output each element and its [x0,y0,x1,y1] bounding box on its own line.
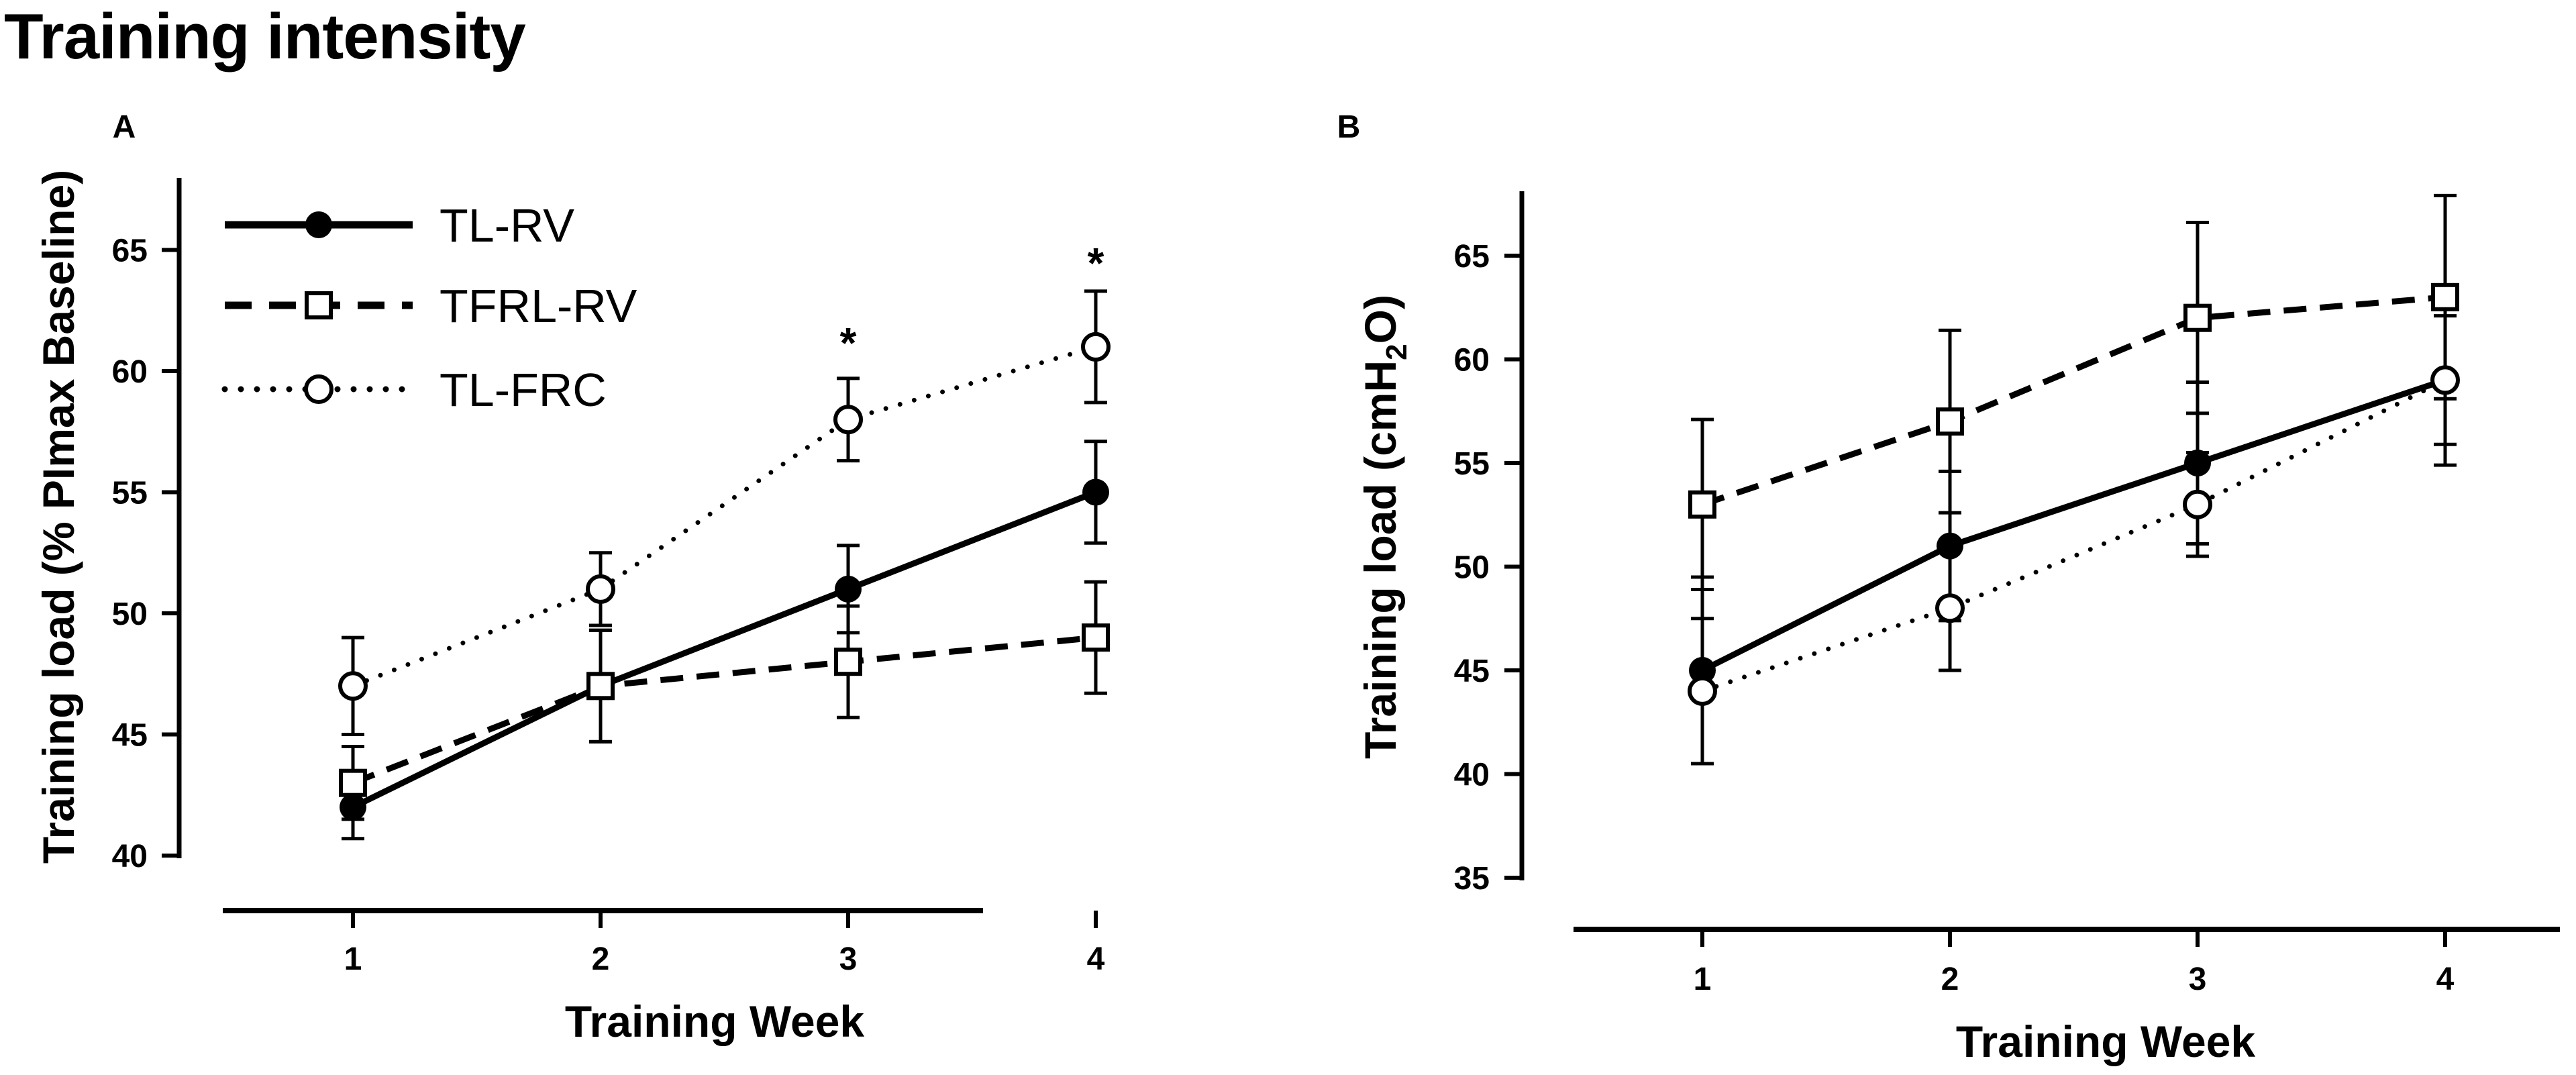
y-tick-label: 55 [112,476,148,511]
chart-panel-a: A 40 45 50 55 60 65 1 2 3 4 Training Week Training l… [34,109,1111,1046]
legend-label: TL-FRC [440,364,607,416]
x-tick-label: 4 [2436,962,2455,997]
y-axis-label: Training load (cmH2O) [1355,295,1413,759]
data-point [1936,407,1964,436]
x-axis-label: Training Week [1956,1017,2256,1066]
series-tl-frc [338,289,1111,736]
y-tick-label: 40 [1454,758,1490,793]
y-axis-label-end: O) [1355,295,1405,344]
y-tick-label: 50 [112,597,148,632]
data-point [833,405,863,435]
series-tl-rv [1689,293,2459,766]
y-tick-label: 65 [112,234,148,269]
series-line [350,344,1098,688]
data-point [339,768,367,797]
data-point [1935,593,1965,623]
series-line [1700,377,2448,694]
significance-marker: * [840,319,857,367]
series-line [352,489,1097,810]
legend-marker [305,291,333,319]
panel-label: B [1337,109,1361,145]
data-point [586,574,615,604]
legend-marker [305,211,332,238]
significance-marker: * [1088,239,1104,287]
x-tick-label: 1 [1694,962,1712,997]
series-tl-frc [1688,314,2460,766]
y-tick-label: 45 [1454,654,1490,689]
y-axis-label-subscript: 2 [1380,344,1413,360]
series-tfrl-rv [1688,193,2459,591]
data-point [2183,489,2212,519]
series-tfrl-rv [339,580,1110,821]
series-line [1700,377,2446,674]
y-tick-label: 35 [1454,861,1490,897]
series-tl-rv [340,440,1109,841]
y-tick-label: 60 [1454,343,1490,378]
y-tick-label: 50 [1454,550,1490,586]
y-tick-label: 55 [1454,446,1490,482]
legend: TL-RV TFRL-RV TL-FRC [221,199,637,416]
data-point [1082,623,1110,652]
y-axis-label-main: Training load (cmH [1355,360,1405,759]
data-point [2431,283,2459,311]
series-line [1701,294,2446,508]
x-tick-label: 3 [839,941,858,977]
data-point [1081,331,1111,362]
legend-marker [304,374,333,404]
chart-panel-b: B 35 40 45 50 55 60 65 1 2 3 4 Training Week Training… [1337,109,2560,1066]
data-point [586,672,615,701]
legend-label: TFRL-RV [440,280,637,332]
legend-label: TL-RV [440,199,574,252]
data-point [2183,303,2212,332]
data-point [1082,478,1109,506]
y-axis-label: Training load (% PImax Baseline) [34,170,83,864]
y-tick-label: 45 [112,718,148,754]
data-point [1688,676,1717,706]
page-title: Training intensity [4,1,526,72]
x-axis-label: Training Week [565,996,865,1046]
data-point [1688,490,1716,519]
x-tick-label: 2 [1941,962,1959,997]
data-point [835,575,862,603]
x-tick-label: 1 [344,941,362,977]
x-tick-label: 2 [592,941,610,977]
data-point [834,648,862,676]
series-line [352,634,1096,786]
y-tick-label: 40 [112,839,148,874]
x-tick-label: 4 [1087,941,1105,977]
y-tick-label: 60 [112,354,148,390]
data-point [338,671,368,701]
y-tick-label: 65 [1454,239,1490,274]
panel-label: A [113,109,136,145]
x-tick-label: 3 [2189,962,2207,997]
data-point [2430,365,2460,395]
